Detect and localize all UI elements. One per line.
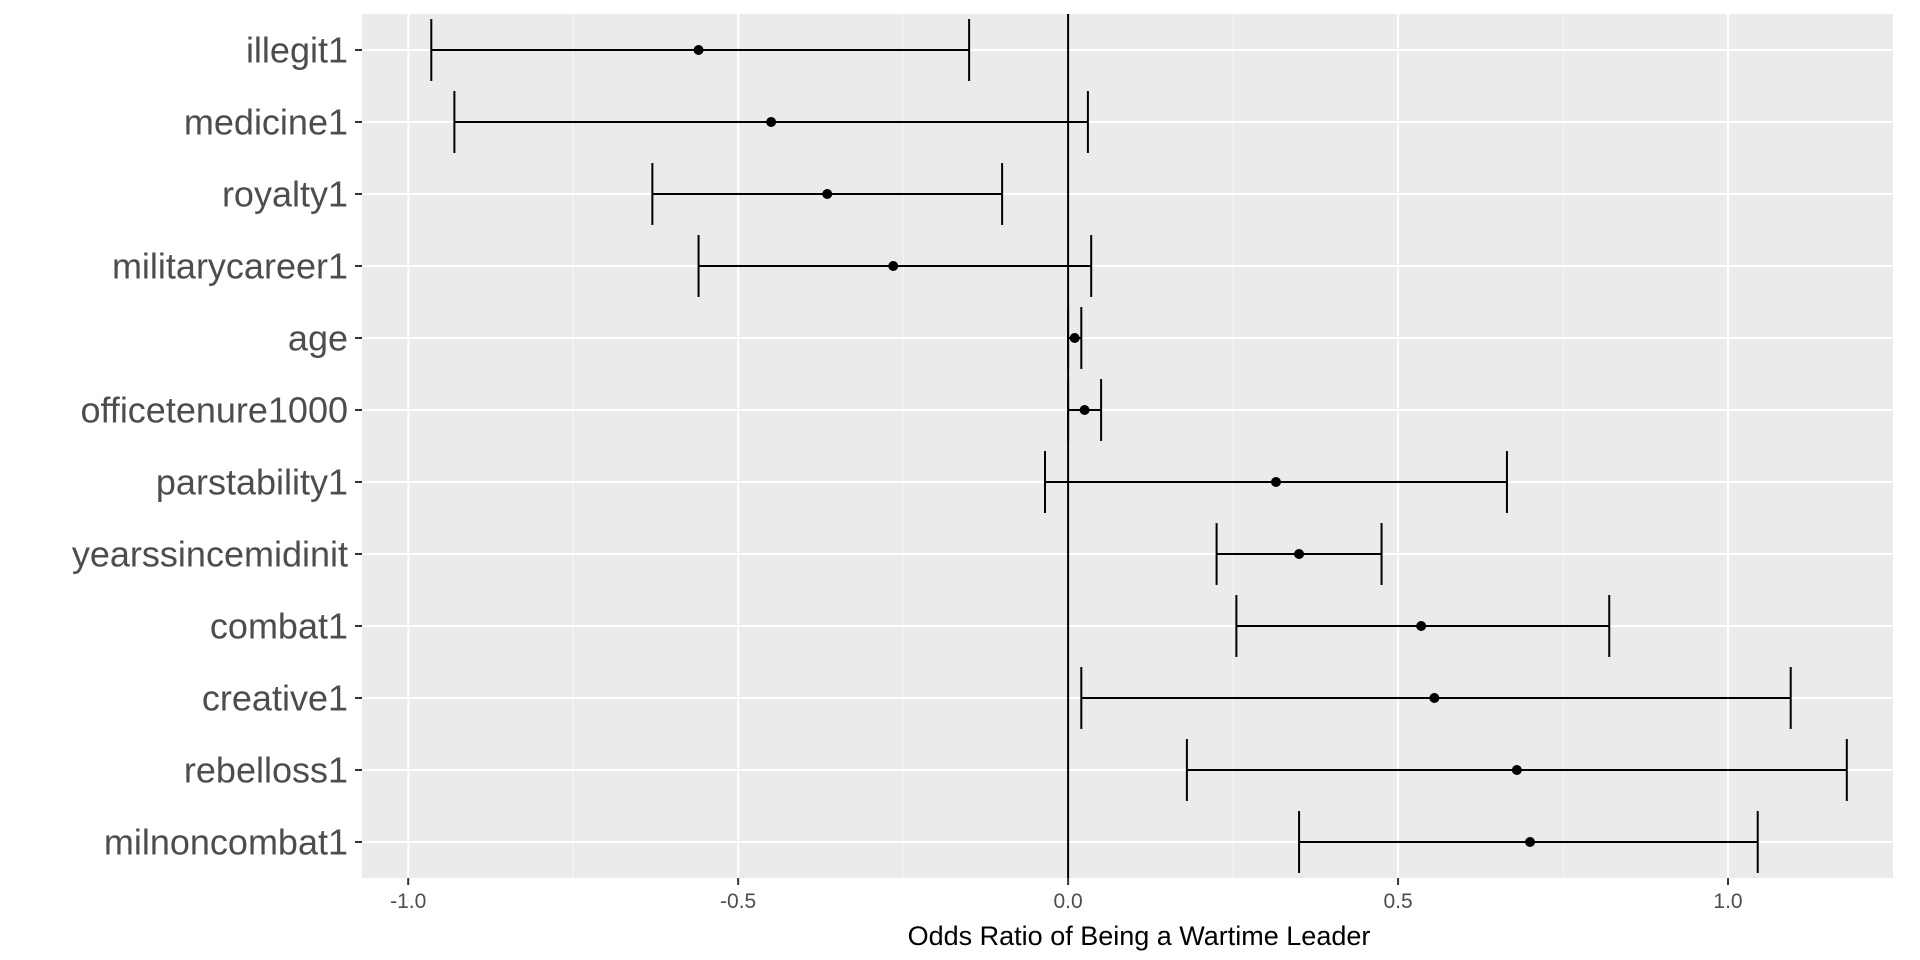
estimate-point-combat1 bbox=[1416, 621, 1427, 631]
estimate-point-parstability1 bbox=[1270, 477, 1281, 487]
y-tick-label-rebelloss1: rebelloss1 bbox=[184, 750, 348, 791]
x-axis: -1.0 -0.5 0.0 0.5 1.0 bbox=[390, 878, 1743, 913]
x-tick-label: -0.5 bbox=[720, 890, 756, 913]
x-axis-title: Odds Ratio of Being a Wartime Leader bbox=[908, 921, 1371, 951]
y-tick-label-officetenure1000: officetenure1000 bbox=[80, 390, 348, 431]
estimate-point-milnoncombat1 bbox=[1525, 837, 1536, 847]
minor-gridlines bbox=[572, 14, 1564, 878]
y-tick-label-illegit1: illegit1 bbox=[246, 30, 348, 71]
y-tick-label-age: age bbox=[288, 318, 348, 359]
estimate-point-yearssincemidinit bbox=[1294, 549, 1305, 559]
estimate-point-age bbox=[1069, 333, 1080, 343]
y-tick-label-yearssincemidinit: yearssincemidinit bbox=[72, 534, 348, 575]
x-tick-label: 0.5 bbox=[1383, 890, 1412, 913]
y-tick-label-milnoncombat1: milnoncombat1 bbox=[104, 822, 348, 863]
estimate-point-medicine1 bbox=[766, 117, 777, 127]
x-tick-label: -1.0 bbox=[390, 890, 426, 913]
x-tick-label: 1.0 bbox=[1713, 890, 1742, 913]
estimate-point-royalty1 bbox=[822, 189, 833, 199]
estimate-point-officetenure1000 bbox=[1079, 405, 1090, 415]
x-tick-label: 0.0 bbox=[1054, 890, 1083, 913]
estimate-point-illegit1 bbox=[693, 45, 704, 55]
plot-panel bbox=[362, 14, 1893, 878]
estimate-point-rebelloss1 bbox=[1511, 765, 1522, 775]
y-tick-label-creative1: creative1 bbox=[202, 678, 348, 719]
y-tick-label-militarycareer1: militarycareer1 bbox=[112, 246, 348, 287]
y-tick-label-medicine1: medicine1 bbox=[184, 102, 348, 143]
y-tick-label-combat1: combat1 bbox=[210, 606, 348, 647]
estimate-point-militarycareer1 bbox=[888, 261, 899, 271]
y-tick-label-royalty1: royalty1 bbox=[222, 174, 348, 215]
error-bars bbox=[430, 19, 1848, 873]
estimate-point-creative1 bbox=[1429, 693, 1440, 703]
y-tick-label-parstability1: parstability1 bbox=[156, 462, 348, 503]
y-axis: illegit1 medicine1 royalty1 militarycareer1… bbox=[72, 30, 362, 863]
